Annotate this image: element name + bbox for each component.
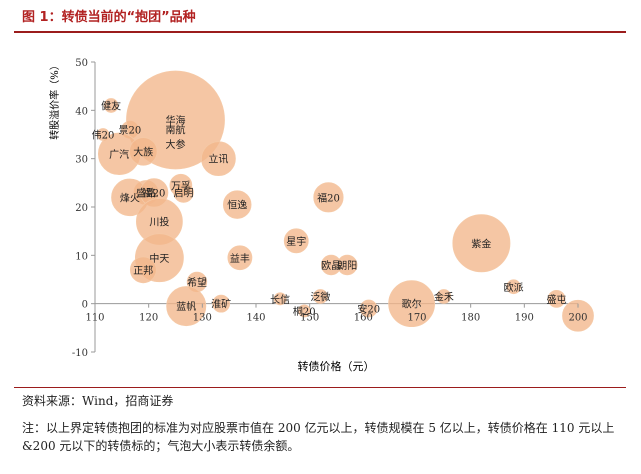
bubble-point — [452, 214, 511, 273]
bubble-point — [359, 299, 378, 318]
x-tick-label: 130 — [193, 313, 212, 324]
bubble-point — [129, 256, 157, 284]
bubble-label: 希望 — [187, 276, 207, 289]
bubble-label: 健友 — [101, 100, 121, 113]
bubble-point — [227, 245, 253, 271]
x-tick-label: 170 — [407, 313, 426, 324]
bubble-label: 万孚 — [171, 180, 191, 192]
x-tick-label: 160 — [354, 313, 373, 324]
bubble-label: 大参 — [166, 138, 186, 151]
x-tick-label: 150 — [300, 313, 319, 324]
bubble-label: 泛微 — [310, 290, 330, 303]
bubble-point — [283, 228, 309, 254]
y-axis-label: 转股溢价率（%） — [48, 60, 61, 140]
bubble-layer — [96, 70, 594, 332]
bubble-point — [547, 289, 566, 308]
y-tick-label: 40 — [75, 106, 88, 117]
bubble-label: 立讯 — [208, 153, 228, 166]
bubble-label: 华海 — [166, 114, 186, 127]
y-tick-label: 20 — [75, 203, 88, 214]
bubble-point — [562, 299, 594, 332]
bubble-point — [337, 254, 358, 276]
bubble-point — [313, 289, 328, 304]
bubble-label: 正邦 — [133, 264, 153, 277]
bubble-label: 川投 — [149, 216, 169, 229]
figure-title: 图 1：转债当前的“抱团”品种 — [22, 10, 196, 25]
bubble-label: 欧晶 — [321, 260, 341, 272]
y-tick-label: -10 — [72, 348, 88, 359]
source-line: 资料来源：Wind，招商证券 — [22, 394, 174, 408]
footer-rule — [14, 387, 626, 388]
bubble-label: 恒逸 — [227, 199, 247, 212]
bubble-label: 歌尔 — [402, 298, 422, 311]
bubble-label: 盛路 — [136, 187, 156, 200]
tick-layer: -10 0 10 20 30 40 50 110 120 130 140 150 160 170 180 19… — [72, 58, 588, 359]
x-axis-label: 转债价格（元） — [298, 359, 375, 373]
bubble-label: 中天 — [149, 252, 169, 265]
bubble-label: 桐20 — [293, 305, 316, 318]
bubble-label: 金禾 — [434, 290, 454, 303]
bubble-label: 蓝帆 — [176, 300, 196, 313]
bubble-point — [273, 292, 287, 306]
bubble-label: 盛屯 — [547, 293, 567, 306]
bubble-label: 启明 — [174, 187, 194, 200]
y-tick-label: 10 — [75, 251, 88, 262]
bubble-label: 福20 — [143, 187, 166, 200]
bubble-label: 大族 — [133, 145, 153, 158]
bubble-label: 欧派 — [504, 282, 524, 294]
bubble-label: 景20 — [119, 125, 142, 137]
x-tick-label: 140 — [246, 313, 265, 324]
bubble-point — [436, 289, 452, 304]
bubble-label: 广汽 — [109, 148, 129, 161]
bubble-point — [297, 304, 311, 318]
bubble-label: 南航 — [166, 124, 186, 137]
bubble-point — [388, 280, 436, 328]
bubble-point — [173, 182, 194, 203]
y-tick-label: 0 — [82, 300, 88, 311]
x-tick-label: 200 — [568, 313, 587, 324]
x-tick-label: 180 — [461, 313, 480, 324]
x-tick-label: 110 — [85, 313, 104, 324]
bubble-point — [129, 137, 158, 166]
bubble-point — [222, 190, 252, 219]
bubble-label: 烽火 — [120, 191, 140, 204]
bubble-point — [166, 286, 207, 327]
x-tick-label: 120 — [139, 313, 158, 324]
bubble-label: 福20 — [317, 191, 340, 204]
y-tick-label: 30 — [75, 155, 88, 166]
bubble-point — [103, 98, 119, 113]
bubble-point — [212, 294, 231, 313]
x-tick-label: 190 — [515, 313, 534, 324]
title-rule — [14, 31, 626, 33]
footnote: 注：以上界定转债抱团的标准为对应股票市值在 200 亿元以上，转债规模在 5 亿… — [22, 421, 615, 453]
bubble-point — [313, 182, 344, 213]
bubble-label: 朗阳 — [337, 260, 357, 272]
y-tick-label: 50 — [75, 58, 88, 69]
bubble-label: 淮矿 — [211, 298, 231, 311]
bubble-point — [201, 141, 236, 177]
bubble-label: 益丰 — [230, 252, 250, 265]
bubble-label: 紫金 — [471, 237, 491, 250]
bubble-point — [506, 279, 521, 295]
bubble-label: 星宇 — [286, 235, 306, 248]
bubble-label: 长信 — [270, 294, 290, 306]
bubble-label: 伟20 — [92, 129, 115, 142]
